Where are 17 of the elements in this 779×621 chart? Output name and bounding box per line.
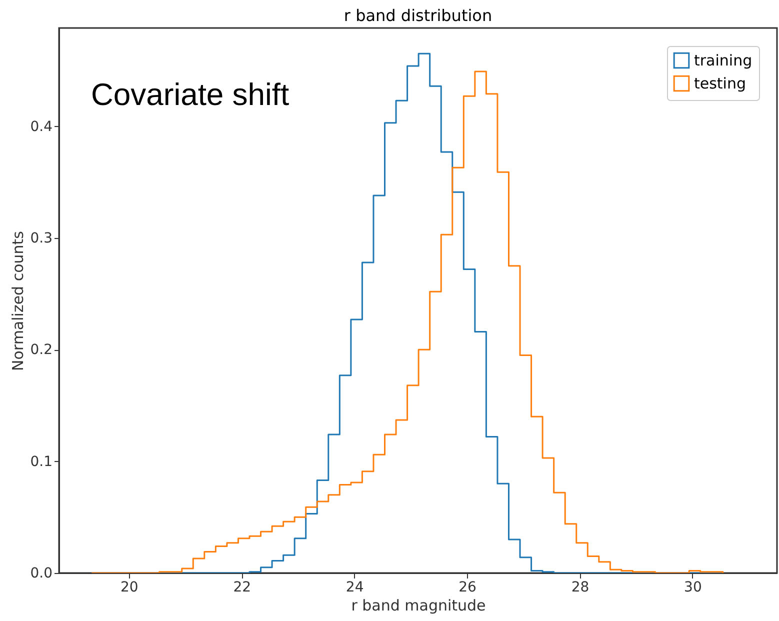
y-tick-label: 0.0	[30, 566, 52, 582]
x-axis-title: r band magnitude	[351, 596, 486, 614]
x-tick-label: 20	[120, 580, 138, 596]
y-axis-title: Normalized counts	[9, 230, 28, 371]
x-tick-label: 30	[684, 580, 702, 596]
x-tick-label: 24	[346, 580, 364, 596]
x-tick-label: 26	[458, 580, 477, 596]
legend-label: training	[694, 52, 752, 70]
legend-label: testing	[694, 74, 746, 92]
y-tick-label: 0.3	[30, 230, 52, 246]
x-tick-label: 28	[571, 580, 590, 596]
x-tick-label: 22	[233, 580, 252, 596]
y-tick-label: 0.1	[30, 454, 52, 470]
y-tick-label: 0.2	[30, 342, 52, 358]
chart-title: r band distribution	[344, 6, 492, 25]
y-tick-label: 0.4	[30, 118, 53, 135]
annotation: Covariate shift	[91, 77, 290, 112]
